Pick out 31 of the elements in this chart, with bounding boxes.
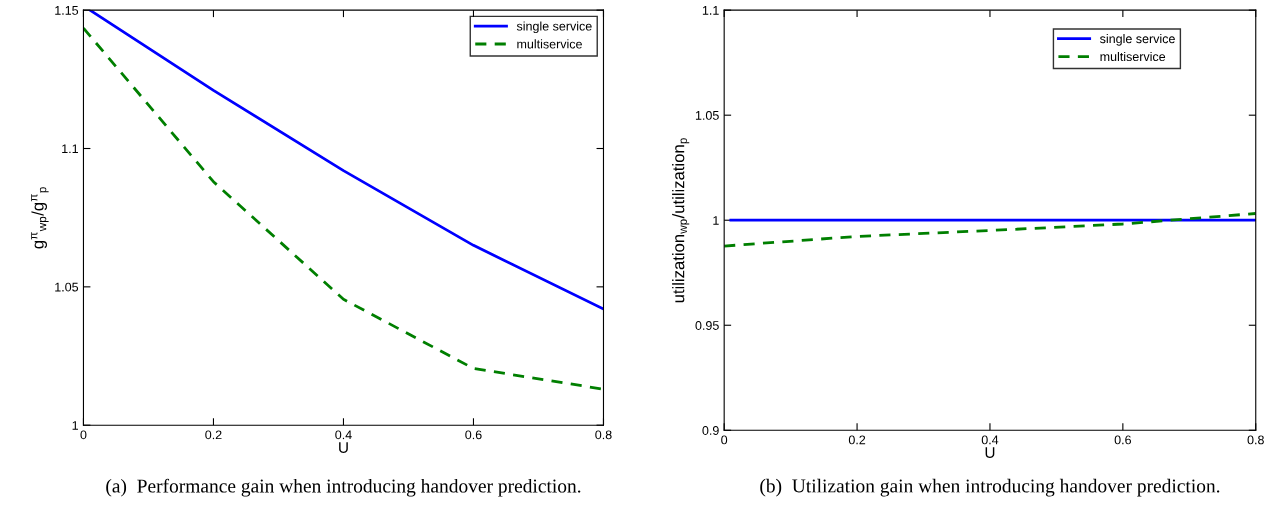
- y-tick-label: 1: [72, 421, 78, 430]
- x-tick-label: 0.6: [465, 430, 482, 440]
- x-tick-label: 0.4: [335, 430, 352, 440]
- legend-label: multiservice: [1100, 51, 1166, 62]
- line-series: [88, 10, 604, 311]
- y-tick-label: 0.9: [702, 426, 719, 435]
- x-tick-label: 0.8: [1247, 435, 1264, 445]
- x-tick-label: 0: [80, 430, 87, 440]
- x-tick-label: 0.8: [595, 430, 612, 440]
- y-tick-label: 0.95: [695, 321, 719, 330]
- legend-label: multiservice: [517, 39, 582, 49]
- y-tick-label: 1.1: [62, 144, 78, 154]
- x-tick-label: 0.2: [848, 435, 866, 445]
- y-tick-label: 1.15: [55, 6, 79, 15]
- x-tick-label: 0.6: [1114, 435, 1131, 445]
- text: (b) Utilization gain when introducing handover prediction.: [760, 478, 1220, 497]
- y-tick-label: 1.05: [55, 282, 79, 292]
- x-tick-label: 0: [721, 435, 728, 445]
- x-tick-label: 0.2: [205, 430, 222, 440]
- x-tick-label: 0.4: [981, 435, 999, 445]
- legend-label: single service: [1100, 34, 1175, 46]
- text: (a) Performance gain when introducing handover prediction.: [106, 478, 581, 497]
- y-tick-label: 1.1: [702, 6, 719, 15]
- y-axis-title: utilization$_{wp}$/utilization$_{p}$: [672, 138, 690, 303]
- y-tick-label: 1: [713, 216, 719, 225]
- line-series: [724, 212, 1256, 248]
- x-axis-title: U: [339, 442, 348, 453]
- legend-label: single service: [516, 21, 592, 34]
- y-axis-title: g$^{π}$$_{wp}$/g$^{π}$$_{p}$: [31, 187, 49, 249]
- y-tick-label: 1.05: [695, 110, 719, 120]
- x-axis-title: U: [985, 447, 995, 459]
